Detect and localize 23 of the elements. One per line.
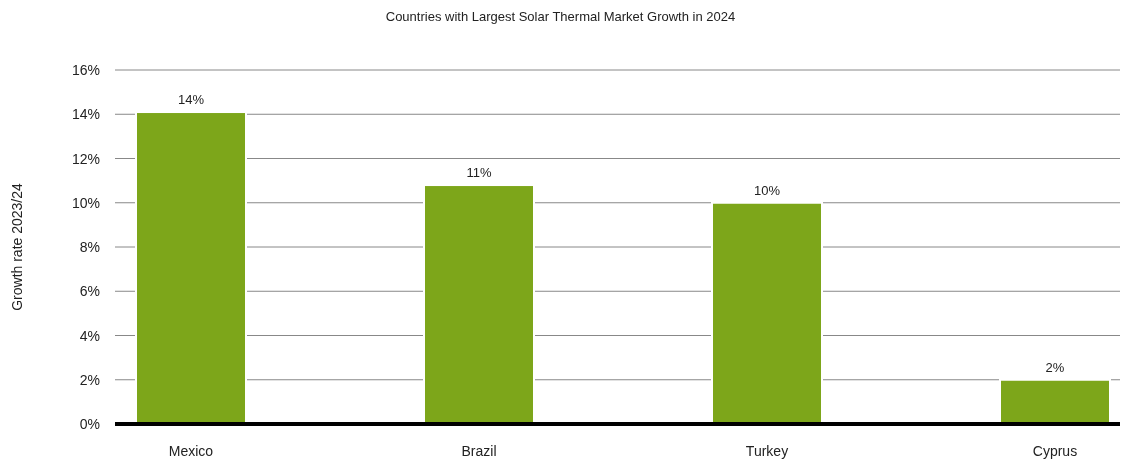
y-tick-label: 0% [79,416,100,432]
y-tick-label: 12% [71,150,100,167]
bar [711,201,823,425]
y-tick-label: 8% [79,239,100,255]
y-tick-label: 14% [71,106,100,123]
x-tick-label: Mexico [168,443,214,459]
y-tick-label: 4% [79,327,100,344]
y-tick-label: 16% [71,62,100,78]
y-tick-label: 10% [71,194,100,211]
bar [999,378,1111,425]
chart-title: Countries with Largest Solar Thermal Market Growth in 2024 [385,9,736,24]
data-label: 2% [1045,359,1065,375]
bar [423,184,535,425]
data-label: 14% [177,92,205,108]
y-axis-title: Growth rate 2023/24 [9,182,25,311]
y-tick-label: 6% [79,283,100,300]
bar [135,111,247,425]
x-tick-label: Turkey [745,443,789,459]
data-label: 11% [466,165,492,181]
data-label: 10% [753,182,781,198]
y-tick-label: 2% [79,371,100,388]
x-tick-label: Cyprus [1032,443,1078,459]
x-tick-label: Brazil [461,443,497,459]
